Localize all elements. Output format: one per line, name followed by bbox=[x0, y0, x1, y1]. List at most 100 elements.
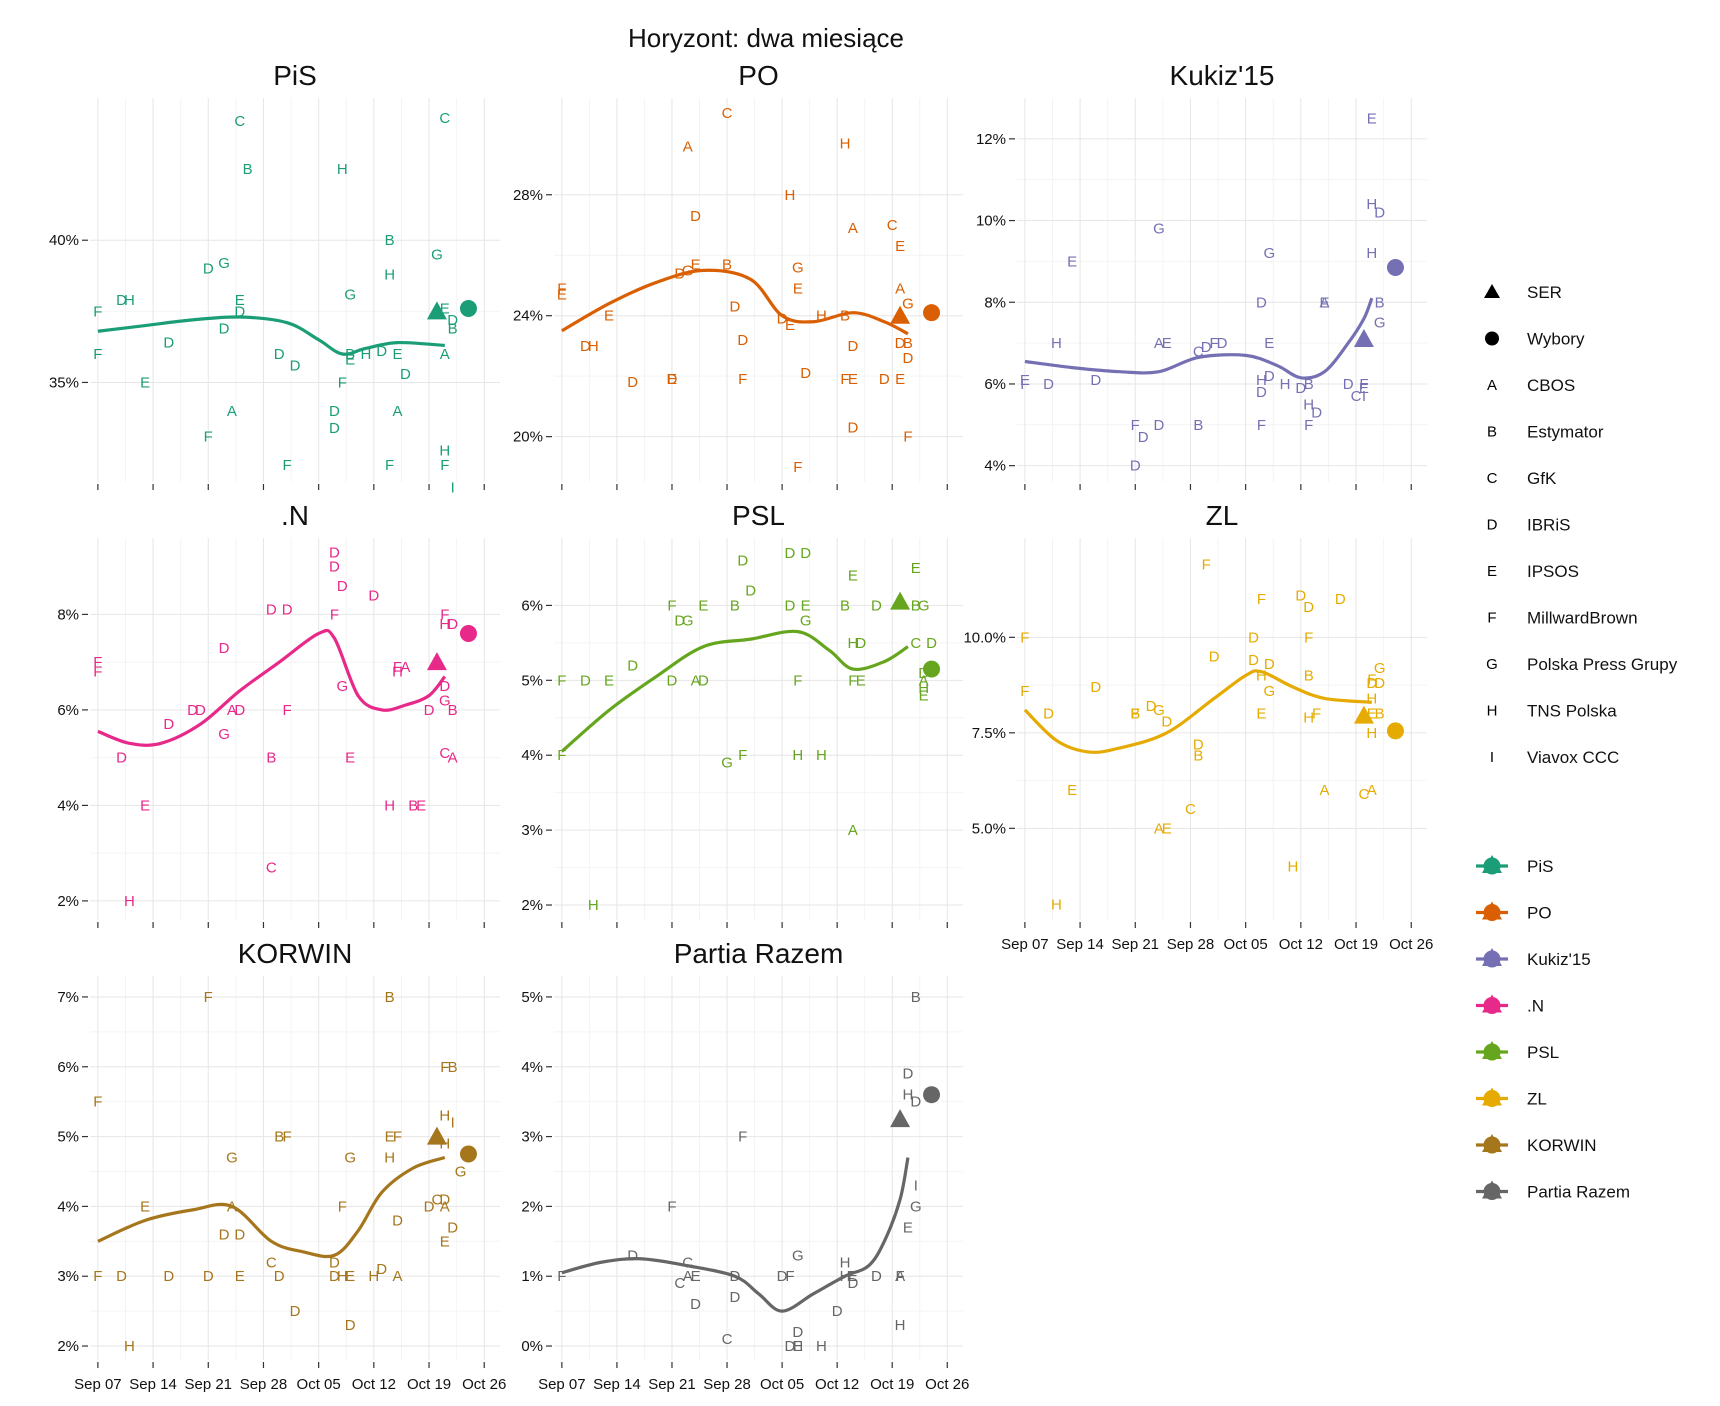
poll-point: H bbox=[588, 338, 599, 355]
poll-point: D bbox=[116, 292, 127, 309]
x-tick-label: Sep 07 bbox=[538, 1376, 586, 1393]
poll-point: E bbox=[440, 300, 450, 317]
poll-point: D bbox=[187, 702, 198, 719]
poll-point: D bbox=[1366, 675, 1377, 692]
legend-label: Wybory bbox=[1527, 330, 1585, 349]
x-tick-label: Oct 05 bbox=[297, 1376, 341, 1393]
poll-point: B bbox=[385, 232, 395, 249]
poll-point: D bbox=[847, 1275, 858, 1292]
poll-point: I bbox=[1362, 388, 1366, 405]
poll-point: A bbox=[895, 280, 905, 297]
poll-point: F bbox=[738, 371, 747, 388]
poll-point: D bbox=[871, 1268, 882, 1285]
poll-point: D bbox=[203, 1268, 214, 1285]
poll-point: F bbox=[1131, 706, 1140, 723]
legend-label: PiS bbox=[1527, 857, 1553, 876]
poll-point: D bbox=[792, 1324, 803, 1341]
poll-point: G bbox=[344, 1150, 356, 1167]
x-tick-label: Oct 12 bbox=[1279, 936, 1323, 953]
poll-point: F bbox=[283, 1129, 292, 1146]
poll-point: D bbox=[290, 357, 301, 374]
poll-point: H bbox=[1303, 710, 1314, 727]
panel-title: KORWIN bbox=[238, 938, 353, 969]
poll-point: D bbox=[329, 1268, 340, 1285]
poll-point: E bbox=[1067, 782, 1077, 799]
poll-point: H bbox=[337, 1268, 348, 1285]
legend-label: CBOS bbox=[1527, 376, 1575, 395]
poll-point: D bbox=[785, 545, 796, 562]
poll-point: A bbox=[1319, 294, 1329, 311]
poll-point: D bbox=[737, 552, 748, 569]
poll-point: E bbox=[785, 317, 795, 334]
poll-point: C bbox=[234, 113, 245, 130]
poll-point: F bbox=[1020, 376, 1029, 393]
legend-label: ZL bbox=[1527, 1090, 1547, 1109]
panel-title: ZL bbox=[1206, 500, 1239, 531]
poll-point: H bbox=[1051, 335, 1062, 352]
panel-title: .N bbox=[281, 500, 309, 531]
poll-point: F bbox=[393, 659, 402, 676]
poll-point: H bbox=[1366, 725, 1377, 742]
legend: SER Wybory A CBOS B Estymator C GfK D IBRiS E IPSOS… bbox=[1476, 283, 1678, 1202]
y-tick-label: 3% bbox=[521, 1129, 543, 1146]
poll-point: D bbox=[737, 332, 748, 349]
poll-point: D bbox=[337, 578, 348, 595]
poll-point: D bbox=[376, 343, 387, 360]
poll-point: A bbox=[1154, 335, 1164, 352]
x-tick-label: Sep 21 bbox=[184, 1376, 232, 1393]
poll-point: D bbox=[1374, 204, 1385, 221]
y-tick-label: 24% bbox=[513, 308, 543, 325]
poll-point: H bbox=[918, 680, 929, 697]
poll-point: C bbox=[722, 1331, 733, 1348]
legend-letter: D bbox=[1487, 517, 1498, 534]
poll-point: D bbox=[1193, 736, 1204, 753]
election-marker bbox=[923, 1086, 941, 1104]
poll-point: D bbox=[163, 716, 174, 733]
x-tick-label: Oct 19 bbox=[870, 1376, 914, 1393]
poll-point: G bbox=[682, 612, 694, 629]
poll-point: B bbox=[911, 989, 921, 1006]
poll-point: B bbox=[722, 256, 732, 273]
poll-point: D bbox=[1295, 380, 1306, 397]
poll-point: B bbox=[1130, 706, 1140, 723]
y-tick-label: 6% bbox=[57, 1059, 79, 1076]
poll-point: D bbox=[447, 312, 458, 329]
trend-line bbox=[561, 1157, 910, 1313]
poll-point: F bbox=[1257, 591, 1266, 608]
poll-point: H bbox=[361, 346, 372, 363]
poll-point: F bbox=[738, 747, 747, 764]
poll-point: D bbox=[400, 366, 411, 383]
poll-point: D bbox=[1264, 368, 1275, 385]
legend-party: KORWIN bbox=[1476, 1134, 1597, 1155]
y-tick-label: 5% bbox=[521, 989, 543, 1006]
poll-point: D bbox=[729, 1289, 740, 1306]
poll-point: D bbox=[329, 1254, 340, 1271]
poll-point: F bbox=[338, 374, 347, 391]
poll-point: D bbox=[392, 1212, 403, 1229]
poll-point: H bbox=[1051, 897, 1062, 914]
poll-point: A bbox=[919, 672, 929, 689]
y-tick-label: 4% bbox=[57, 797, 79, 814]
poll-point: E bbox=[919, 687, 929, 704]
poll-point: F bbox=[1359, 376, 1368, 393]
poll-point: D bbox=[1090, 372, 1101, 389]
poll-point: G bbox=[344, 286, 356, 303]
poll-point: D bbox=[329, 420, 340, 437]
poll-point: D bbox=[116, 1268, 127, 1285]
poll-point: D bbox=[329, 544, 340, 561]
poll-point: D bbox=[674, 612, 685, 629]
poll-point: A bbox=[683, 1268, 693, 1285]
y-tick-label: 2% bbox=[521, 897, 543, 914]
poll-point: E bbox=[1067, 253, 1077, 270]
poll-point: D bbox=[895, 335, 906, 352]
panel-title: PO bbox=[738, 60, 778, 91]
legend-label: KORWIN bbox=[1527, 1136, 1597, 1155]
legend-label: IPSOS bbox=[1527, 562, 1579, 581]
x-tick-label: Oct 05 bbox=[760, 1376, 804, 1393]
election-marker bbox=[1386, 722, 1404, 740]
poll-point: H bbox=[439, 1108, 450, 1125]
poll-point: F bbox=[1312, 706, 1321, 723]
panel-title: Kukiz'15 bbox=[1170, 60, 1275, 91]
